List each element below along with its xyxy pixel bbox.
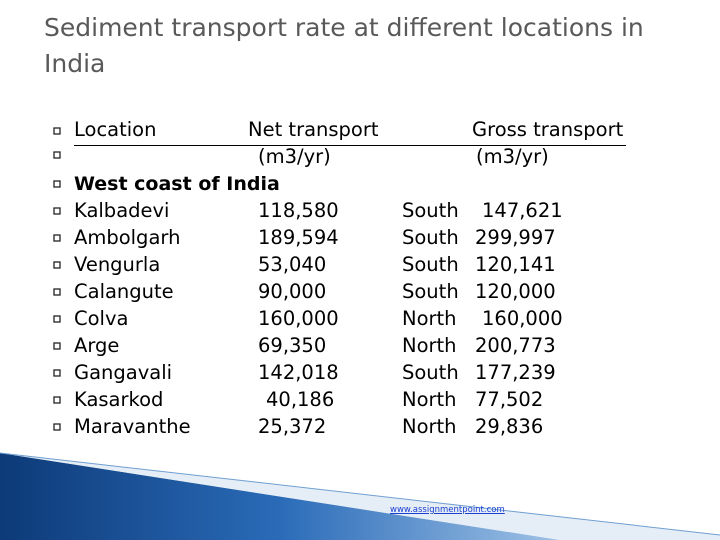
footer-website-link[interactable]: www.assignmentpoint.com <box>390 505 505 515</box>
cell-direction: North <box>402 307 457 330</box>
cell-location: Maravanthe <box>74 415 191 438</box>
cell-gross: 120,000 <box>475 280 556 303</box>
cell-direction: North <box>402 388 457 411</box>
cell-gross: 200,773 <box>475 334 556 357</box>
cell-direction: South <box>402 280 459 303</box>
cell-gross: 29,836 <box>475 415 544 438</box>
cell-gross: 120,141 <box>475 253 556 276</box>
cell-gross: 299,997 <box>475 226 556 249</box>
square-bullet-icon <box>52 233 62 243</box>
square-bullet-icon <box>52 422 62 432</box>
cell-net: 69,350 <box>258 334 327 357</box>
square-bullet-icon <box>52 341 62 351</box>
square-bullet-icon <box>52 206 62 216</box>
section-heading: West coast of India <box>74 173 280 195</box>
header-net-line2: (m3/yr) <box>258 145 331 168</box>
cell-net: 189,594 <box>258 226 339 249</box>
cell-direction: North <box>402 415 457 438</box>
square-bullet-icon <box>52 287 62 297</box>
header-gross-line2: (m3/yr) <box>476 145 549 168</box>
square-bullet-icon <box>52 150 62 160</box>
cell-gross: 77,502 <box>475 388 544 411</box>
cell-location: Gangavali <box>74 361 173 384</box>
square-bullet-icon <box>52 179 62 189</box>
square-bullet-icon <box>52 368 62 378</box>
footer-swoosh-decoration <box>0 452 720 540</box>
cell-location: Arge <box>74 334 120 357</box>
square-bullet-icon <box>52 126 62 136</box>
header-location: Location <box>74 118 157 141</box>
cell-location: Calangute <box>74 280 174 303</box>
square-bullet-icon <box>52 260 62 270</box>
cell-net: 118,580 <box>258 199 339 222</box>
header-net-line1: Net transport <box>248 118 379 141</box>
cell-direction: North <box>402 334 457 357</box>
cell-net: 40,186 <box>266 388 335 411</box>
cell-gross: 147,621 <box>482 199 563 222</box>
cell-gross: 160,000 <box>482 307 563 330</box>
cell-net: 142,018 <box>258 361 339 384</box>
cell-net: 90,000 <box>258 280 327 303</box>
cell-direction: South <box>402 361 459 384</box>
cell-gross: 177,239 <box>475 361 556 384</box>
cell-direction: South <box>402 253 459 276</box>
cell-location: Vengurla <box>74 253 161 276</box>
square-bullet-icon <box>52 395 62 405</box>
square-bullet-icon <box>52 314 62 324</box>
page-title: Sediment transport rate at different loc… <box>44 13 644 78</box>
cell-location: Kasarkod <box>74 388 164 411</box>
header-gross-line1: Gross transport <box>472 118 624 141</box>
cell-net: 53,040 <box>258 253 327 276</box>
cell-location: Kalbadevi <box>74 199 170 222</box>
cell-direction: South <box>402 226 459 249</box>
cell-location: Ambolgarh <box>74 226 181 249</box>
cell-direction: South <box>402 199 459 222</box>
cell-location: Colva <box>74 307 129 330</box>
cell-net: 25,372 <box>258 415 327 438</box>
header-underline <box>74 145 626 146</box>
cell-net: 160,000 <box>258 307 339 330</box>
